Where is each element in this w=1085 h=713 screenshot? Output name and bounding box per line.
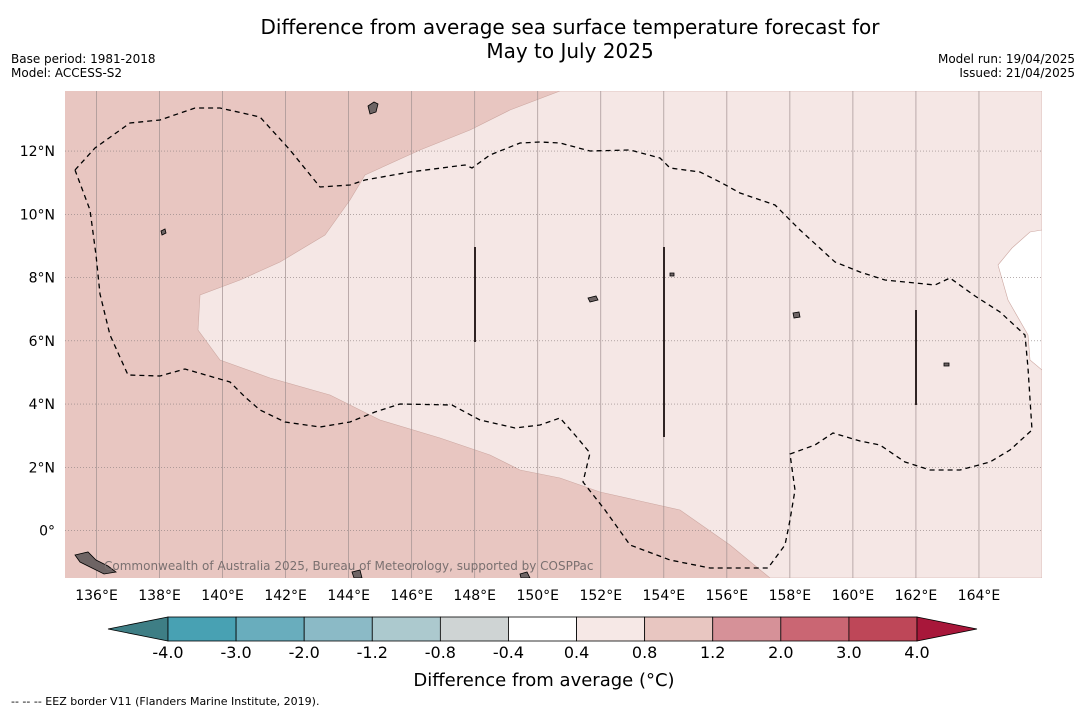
colorbar-segment (167, 616, 237, 642)
colorbar-segment (303, 616, 373, 642)
gridlines (65, 91, 1042, 578)
island (160, 228, 167, 236)
metadata-left: Base period: 1981-2018 Model: ACCESS-S2 (11, 52, 156, 80)
eez-legend-footnote: -- -- -- EEZ border V11 (Flanders Marine… (11, 695, 320, 708)
longitude-label: 158°E (769, 588, 812, 604)
colorbar-extension-high (916, 616, 978, 642)
longitude-label: 160°E (832, 588, 875, 604)
island (74, 551, 117, 575)
vertical-markers (474, 247, 917, 437)
longitude-label: 140°E (201, 588, 244, 604)
longitude-label: 152°E (579, 588, 622, 604)
island (669, 272, 675, 277)
longitude-label: 146°E (390, 588, 433, 604)
latitude-label: 2°N (29, 460, 55, 476)
latitude-label: 6°N (29, 334, 55, 350)
near-average-region (997, 229, 1042, 371)
map-title-line1: Difference from average sea surface temp… (260, 15, 880, 39)
colorbar-tick-label: 2.0 (768, 643, 793, 662)
map-title-line2: May to July 2025 (486, 39, 654, 63)
colorbar-segment (644, 616, 714, 642)
colorbar-segment (439, 616, 509, 642)
longitude-label: 136°E (75, 588, 118, 604)
longitude-label: 156°E (706, 588, 749, 604)
colorbar-tick-label: 1.2 (700, 643, 725, 662)
colorbar-tick-label: -1.2 (357, 643, 388, 662)
longitude-label: 162°E (895, 588, 938, 604)
colorbar-segment (712, 616, 782, 642)
base-period: Base period: 1981-2018 (11, 52, 156, 66)
colorbar-tick-label: 0.8 (632, 643, 657, 662)
latitude-label: 10°N (20, 207, 55, 223)
colorbar-segment (371, 616, 441, 642)
colorbar: -4.0 -3.0 -2.0 -1.2 -0.8 -0.4 0.4 0.8 1.2 2.0 3.0 4… (107, 616, 978, 662)
longitude-label: 148°E (453, 588, 496, 604)
colorbar-tick-label: 3.0 (836, 643, 861, 662)
colorbar-tick-label: 4.0 (904, 643, 929, 662)
map-plot-area: Commonwealth of Australia 2025, Bureau o… (65, 91, 1042, 578)
model-run: Model run: 19/04/2025 (937, 52, 1075, 66)
copyright-notice: Commonwealth of Australia 2025, Bureau o… (104, 559, 594, 573)
island (351, 569, 363, 578)
longitude-label: 154°E (643, 588, 686, 604)
issued-date: Issued: 21/04/2025 (959, 66, 1075, 80)
latitude-label: 8°N (29, 271, 55, 287)
model-name: Model: ACCESS-S2 (11, 66, 123, 80)
longitude-labels: 136°E 138°E 140°E 142°E 144°E 146°E 148°E 150°E… (75, 588, 1000, 604)
colorbar-segment (780, 616, 850, 642)
anomaly-band-0.4-0.8 (197, 91, 1042, 578)
coastlines (74, 101, 950, 578)
longitude-label: 138°E (138, 588, 181, 604)
longitude-label: 164°E (958, 588, 1001, 604)
latitude-label: 12°N (20, 144, 55, 160)
colorbar-tick-label: -0.4 (493, 643, 524, 662)
latitude-label: 0° (39, 524, 55, 540)
colorbar-extension-low (107, 616, 169, 642)
latitude-label: 4°N (29, 397, 55, 413)
latitude-labels: 12°N 10°N 8°N 6°N 4°N 2°N 0° (20, 144, 55, 539)
colorbar-tick-label: -4.0 (152, 643, 183, 662)
island (587, 295, 599, 303)
longitude-label: 142°E (264, 588, 307, 604)
colorbar-segment (576, 616, 646, 642)
colorbar-segment (235, 616, 305, 642)
island (367, 101, 379, 115)
colorbar-tick-label: -3.0 (220, 643, 251, 662)
colorbar-tick-label: 0.4 (564, 643, 589, 662)
eez-border-west (74, 107, 1033, 569)
island (792, 311, 801, 319)
colorbar-segment (848, 616, 918, 642)
island (943, 362, 950, 367)
island (519, 571, 531, 578)
longitude-label: 144°E (327, 588, 370, 604)
colorbar-tick-label: -0.8 (425, 643, 456, 662)
longitude-label: 150°E (516, 588, 559, 604)
colorbar-tick-label: -2.0 (289, 643, 320, 662)
colorbar-title: Difference from average (°C) (413, 670, 675, 691)
colorbar-segment (508, 616, 577, 642)
metadata-right: Model run: 19/04/2025 Issued: 21/04/2025 (938, 52, 1075, 80)
